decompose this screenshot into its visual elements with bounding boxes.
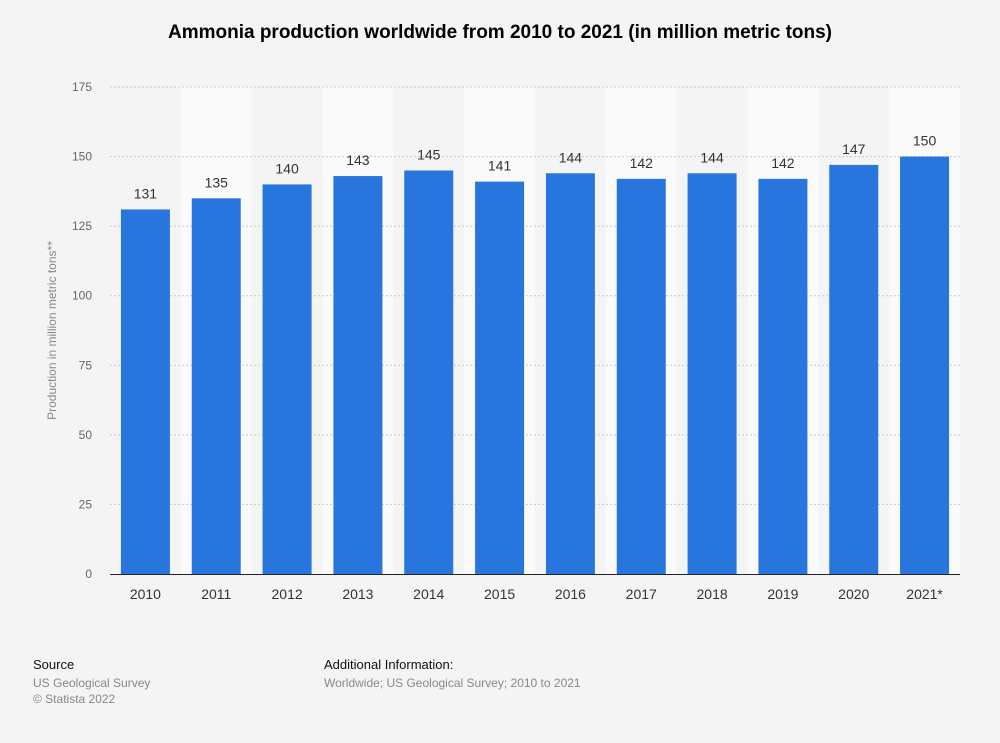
y-axis-ticks: 0 25 50 75 100 125 150 175 bbox=[72, 80, 92, 581]
source-line-2: © Statista 2022 bbox=[33, 692, 116, 706]
bar[interactable] bbox=[758, 178, 808, 574]
y-tick-label: 50 bbox=[79, 428, 93, 442]
x-tick-label: 2015 bbox=[484, 586, 515, 602]
x-tick-label: 2014 bbox=[413, 586, 444, 602]
x-tick-label: 2017 bbox=[626, 586, 657, 602]
x-axis-ticks: 2010 2011 2012 2013 2014 2015 2016 2017 2018 2019… bbox=[130, 586, 944, 602]
value-label: 131 bbox=[134, 185, 158, 201]
y-tick-label: 0 bbox=[85, 567, 92, 581]
bars bbox=[120, 156, 950, 575]
value-label: 143 bbox=[346, 152, 370, 168]
bar[interactable] bbox=[616, 178, 666, 574]
bar[interactable] bbox=[404, 170, 454, 574]
bar[interactable] bbox=[333, 176, 383, 574]
bar[interactable] bbox=[120, 209, 170, 574]
y-tick-label: 125 bbox=[72, 219, 92, 233]
y-tick-label: 150 bbox=[72, 150, 92, 164]
value-label: 145 bbox=[417, 146, 441, 162]
value-label: 140 bbox=[275, 160, 299, 176]
bar[interactable] bbox=[687, 173, 737, 575]
value-label: 147 bbox=[842, 141, 866, 157]
value-label: 144 bbox=[700, 149, 724, 165]
additional-info-text: Worldwide; US Geological Survey; 2010 to… bbox=[324, 676, 581, 690]
x-tick-label: 2012 bbox=[272, 586, 303, 602]
x-tick-label: 2013 bbox=[342, 586, 373, 602]
gridlines bbox=[110, 86, 960, 505]
x-tick-label: 2018 bbox=[697, 586, 728, 602]
y-tick-label: 25 bbox=[79, 497, 93, 511]
value-label: 142 bbox=[771, 155, 795, 171]
bar[interactable] bbox=[545, 173, 595, 575]
bar[interactable] bbox=[262, 184, 312, 574]
bar[interactable] bbox=[191, 198, 241, 575]
value-label: 135 bbox=[205, 174, 229, 190]
bar[interactable] bbox=[900, 156, 950, 575]
y-axis-label: Production in million metric tons** bbox=[45, 241, 59, 420]
value-labels: 131 135 140 143 145 141 144 142 144 142 147 150 bbox=[134, 133, 937, 202]
y-tick-label: 100 bbox=[72, 289, 92, 303]
value-label: 141 bbox=[488, 158, 512, 174]
bar[interactable] bbox=[475, 181, 525, 575]
additional-info-heading: Additional Information: bbox=[324, 657, 454, 672]
x-tick-label: 2016 bbox=[555, 586, 586, 602]
chart-title: Ammonia production worldwide from 2010 t… bbox=[167, 22, 833, 43]
value-label: 150 bbox=[913, 133, 937, 149]
bar-chart: 0 25 50 75 100 125 150 175 131 135 140 143 145 141 14… bbox=[45, 80, 960, 602]
value-label: 142 bbox=[630, 155, 654, 171]
y-tick-label: 175 bbox=[72, 80, 92, 94]
x-tick-label: 2020 bbox=[838, 586, 869, 602]
source-line-1: US Geological Survey bbox=[33, 676, 151, 690]
bar[interactable] bbox=[829, 164, 879, 575]
value-label: 144 bbox=[559, 149, 583, 165]
x-tick-label: 2011 bbox=[201, 586, 231, 602]
x-tick-label: 2010 bbox=[130, 586, 161, 602]
source-heading: Source bbox=[33, 657, 75, 672]
x-tick-label: 2019 bbox=[767, 586, 798, 602]
x-tick-label: 2021* bbox=[906, 586, 943, 602]
y-tick-label: 75 bbox=[79, 358, 93, 372]
